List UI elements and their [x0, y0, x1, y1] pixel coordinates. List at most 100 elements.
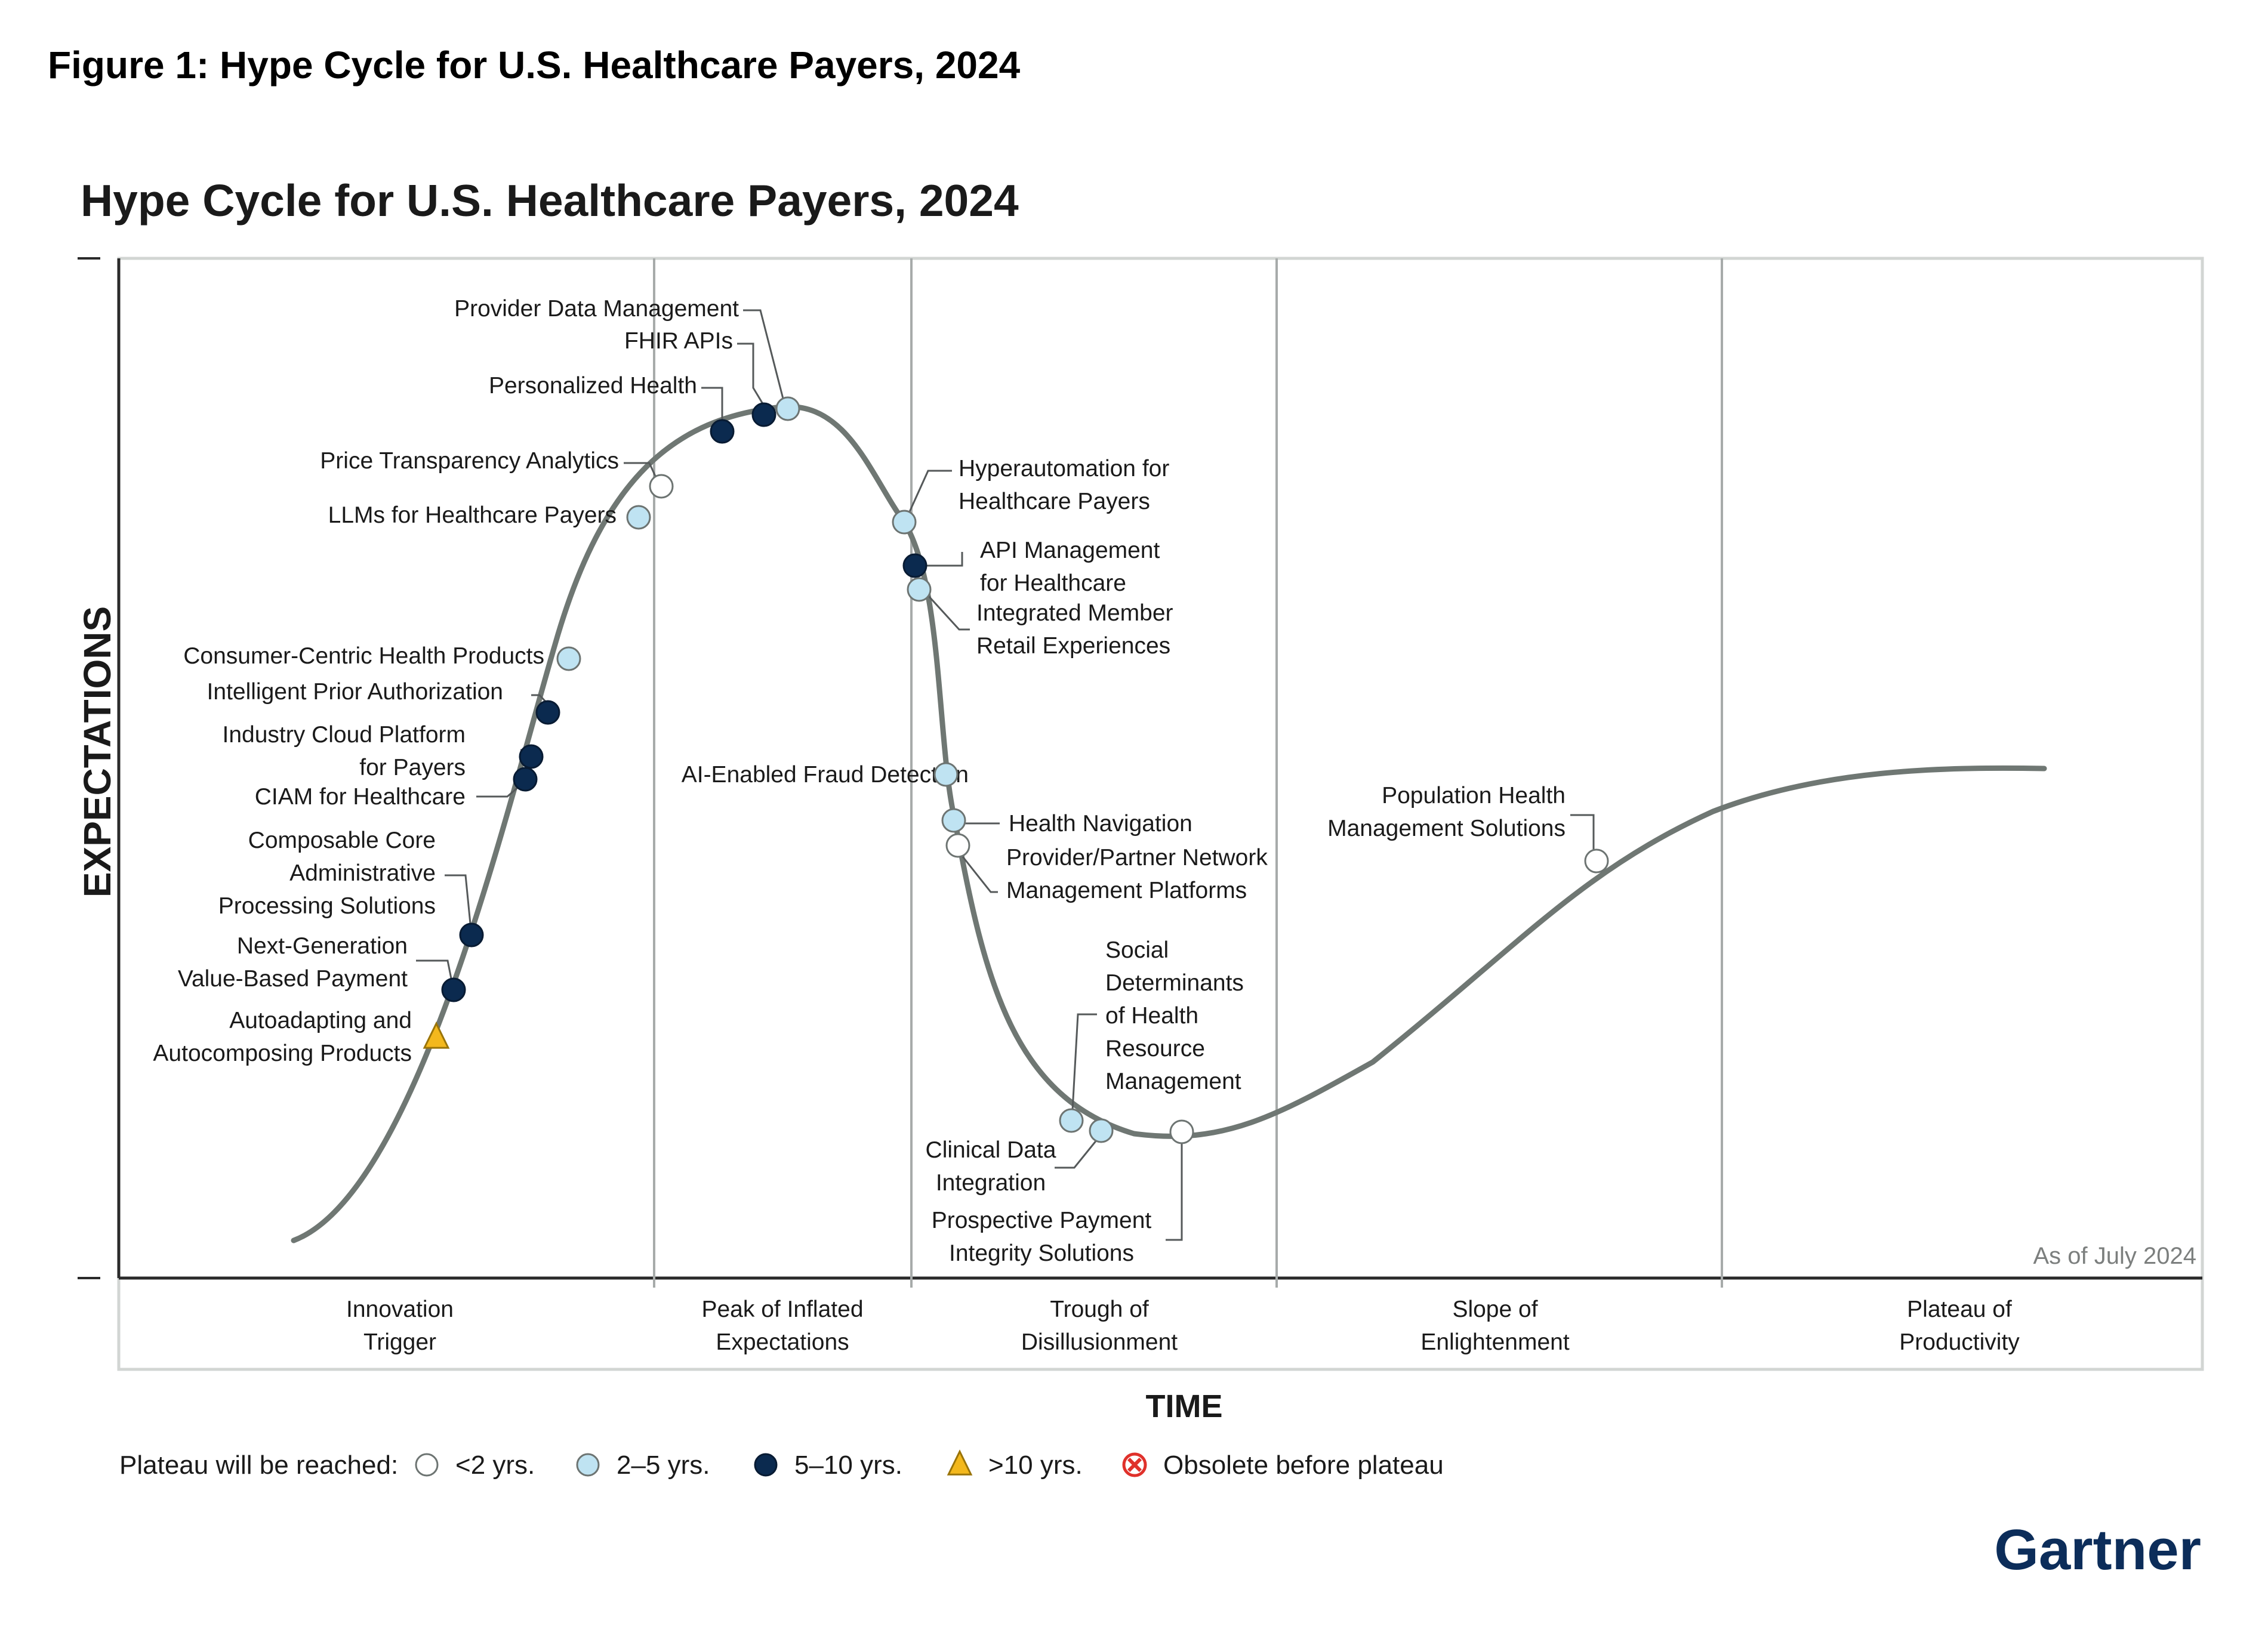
leader-hyperautomation-for-healthcare-payers [907, 470, 952, 515]
label-clinical-data-integration: Clinical Data [926, 1137, 1056, 1163]
marker-next-generation-value-based-payment [441, 977, 466, 1002]
gartner-logo: Gartner [1994, 1518, 2201, 1582]
label-next-generation-value-based-payment: Value-Based Payment [178, 966, 408, 992]
legend-marker-2to5 [576, 1453, 600, 1477]
phase-label: Plateau of [1907, 1297, 2012, 1322]
phase-label: Disillusionment [1021, 1329, 1178, 1355]
technology-labels: Provider Data Management FHIR APIs Persona… [153, 296, 1566, 1266]
label-llms-for-healthcare-payers: LLMs for Healthcare Payers [328, 502, 617, 528]
leader-prospective-payment-integrity-solutions [1166, 1143, 1183, 1241]
marker-autoadapting-and-autocomposing-products [423, 1021, 450, 1049]
label-price-transparency-analytics: Price Transparency Analytics [320, 448, 619, 474]
marker-population-health-management-solutions [1584, 848, 1609, 874]
label-provider-data-management: Provider Data Management [454, 296, 739, 322]
label-fhir-apis: FHIR APIs [624, 328, 733, 354]
legend-label: Obsolete before plateau [1163, 1451, 1444, 1480]
marker-llms-for-healthcare-payers [626, 505, 651, 530]
label-autoadapting-and-autocomposing-products: Autoadapting and [229, 1008, 412, 1033]
marker-industry-cloud-platform-for-payers [519, 744, 544, 769]
label-intelligent-prior-authorization: Intelligent Prior Authorization [207, 679, 503, 705]
label-social-determinants-of-health-resource-management: Determinants [1105, 970, 1244, 996]
marker-health-navigation [941, 808, 966, 833]
marker-prospective-payment-integrity-solutions [1169, 1119, 1194, 1144]
marker-price-transparency-analytics [649, 474, 674, 499]
figure-title: Figure 1: Hype Cycle for U.S. Healthcare… [48, 44, 1021, 87]
marker-social-determinants-of-health-resource-management [1059, 1108, 1084, 1133]
label-industry-cloud-platform-for-payers: Industry Cloud Platform [222, 722, 466, 748]
label-provider-partner-network-management-platforms: Management Platforms [1006, 878, 1247, 903]
phase-label: Innovation [346, 1297, 454, 1322]
label-composable-core-administrative-processing-solutions: Administrative [289, 860, 436, 886]
label-social-determinants-of-health-resource-management: of Health [1105, 1003, 1198, 1029]
label-integrated-member-retail-experiences: Integrated Member [976, 600, 1173, 626]
label-personalized-health: Personalized Health [489, 373, 697, 399]
marker-consumer-centric-health-products [556, 646, 581, 671]
label-hyperautomation-for-healthcare-payers: Hyperautomation for [959, 456, 1169, 482]
legend-label: 5–10 yrs. [794, 1451, 902, 1480]
leader-provider-partner-network-management-platforms [960, 854, 998, 893]
label-next-generation-value-based-payment: Next-Generation [237, 933, 408, 959]
marker-hyperautomation-for-healthcare-payers [892, 510, 917, 535]
label-social-determinants-of-health-resource-management: Social [1105, 937, 1169, 963]
phase-label: Peak of Inflated [701, 1297, 863, 1322]
phase-label: Productivity [1899, 1329, 2020, 1355]
leader-personalized-health [701, 387, 723, 421]
marker-ciam-for-healthcare [513, 767, 538, 792]
y-axis-label: EXPECTATIONS [76, 606, 119, 897]
label-prospective-payment-integrity-solutions: Prospective Payment [932, 1208, 1152, 1233]
label-industry-cloud-platform-for-payers: for Payers [359, 755, 466, 780]
leader-ciam-for-healthcare [476, 784, 521, 798]
label-ai-enabled-fraud-detection: AI-Enabled Fraud Detection [682, 762, 969, 788]
phase-label: Trigger [363, 1329, 436, 1355]
leader-integrated-member-retail-experiences [927, 594, 970, 631]
technology-markers [423, 396, 1609, 1144]
label-api-management-for-healthcare: API Management [980, 538, 1160, 563]
leader-clinical-data-integration [1055, 1139, 1098, 1169]
legend: Plateau will be reached: <2 yrs. 2–5 yrs. 5… [119, 1449, 1444, 1480]
phase-label: Trough of [1050, 1297, 1149, 1322]
leader-api-management-for-healthcare [926, 552, 963, 567]
label-composable-core-administrative-processing-solutions: Processing Solutions [218, 893, 436, 919]
phase-labels: Innovation Trigger Peak of Inflated Expecta… [346, 1297, 2020, 1355]
marker-api-management-for-healthcare [902, 553, 927, 578]
marker-provider-partner-network-management-platforms [945, 833, 970, 858]
legend-marker-lt2 [415, 1453, 439, 1477]
phase-label: Slope of [1452, 1297, 1537, 1322]
x-axis-label: TIME [1146, 1388, 1223, 1424]
label-clinical-data-integration: Integration [936, 1170, 1046, 1196]
label-social-determinants-of-health-resource-management: Resource [1105, 1036, 1205, 1061]
label-health-navigation: Health Navigation [1009, 811, 1192, 837]
legend-marker-obsolete [1122, 1452, 1147, 1477]
label-hyperautomation-for-healthcare-payers: Healthcare Payers [959, 489, 1150, 514]
marker-fhir-apis [751, 402, 776, 427]
leader-price-transparency-analytics [624, 462, 657, 477]
label-prospective-payment-integrity-solutions: Integrity Solutions [949, 1240, 1134, 1266]
marker-composable-core-administrative-processing-solutions [459, 922, 484, 948]
leader-next-generation-value-based-payment [416, 959, 452, 979]
marker-ai-enabled-fraud-detection [933, 762, 959, 787]
leader-composable-core-administrative-processing-solutions [445, 874, 472, 924]
label-ciam-for-healthcare: CIAM for Healthcare [255, 784, 466, 810]
leader-fhir-apis [737, 342, 765, 406]
label-api-management-for-healthcare: for Healthcare [980, 570, 1126, 596]
chart-title: Hype Cycle for U.S. Healthcare Payers, 2… [81, 175, 1019, 226]
label-composable-core-administrative-processing-solutions: Composable Core [248, 828, 436, 853]
label-social-determinants-of-health-resource-management: Management [1105, 1069, 1241, 1094]
legend-marker-5to10 [754, 1453, 778, 1477]
marker-personalized-health [710, 419, 735, 444]
legend-label: 2–5 yrs. [617, 1451, 710, 1480]
label-provider-partner-network-management-platforms: Provider/Partner Network [1006, 845, 1268, 871]
phase-label: Enlightenment [1420, 1329, 1569, 1355]
legend-label: >10 yrs. [988, 1451, 1083, 1480]
marker-clinical-data-integration [1089, 1118, 1114, 1143]
leader-provider-data-management [743, 309, 784, 399]
marker-provider-data-management [775, 396, 800, 421]
legend-marker-gt10 [947, 1449, 973, 1476]
marker-intelligent-prior-authorization [535, 700, 560, 725]
leader-social-determinants-of-health-resource-management [1071, 1013, 1097, 1110]
label-autoadapting-and-autocomposing-products: Autocomposing Products [153, 1041, 412, 1066]
legend-title: Plateau will be reached: [119, 1451, 398, 1480]
as-of-date: As of July 2024 [2033, 1243, 2197, 1269]
